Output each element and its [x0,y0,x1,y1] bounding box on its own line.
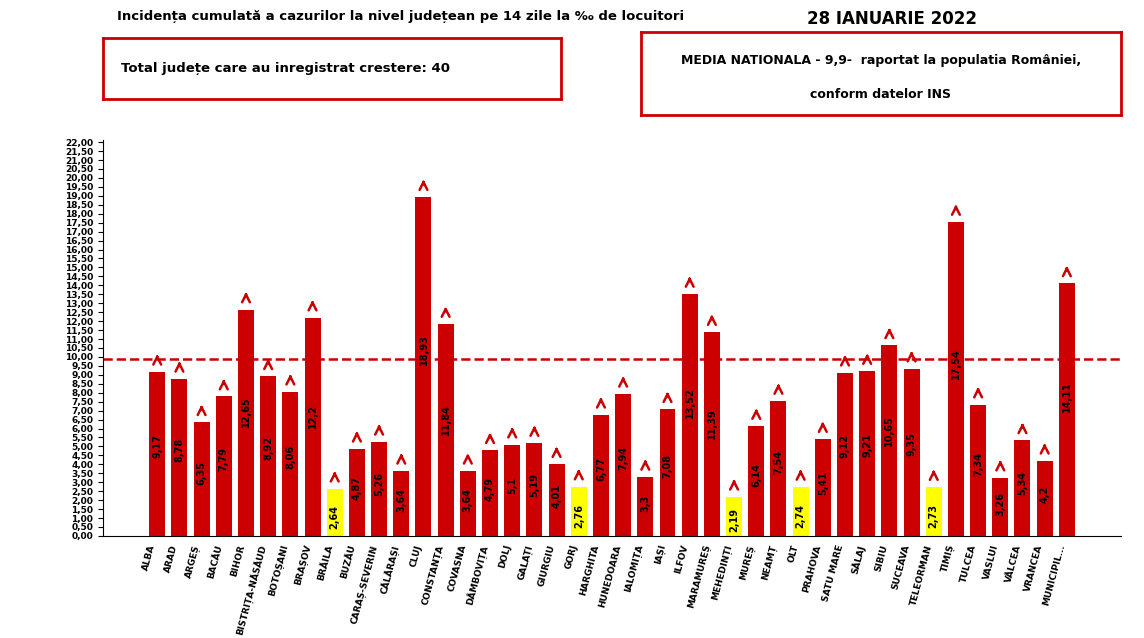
Text: 12,65: 12,65 [241,396,251,427]
Text: conform datelor INS: conform datelor INS [810,87,952,101]
Text: 7,34: 7,34 [974,452,983,476]
Bar [571,487,587,536]
Bar [371,441,387,536]
Text: 3,3: 3,3 [641,495,650,512]
Bar [859,371,875,536]
Bar [948,222,964,536]
Text: 7,94: 7,94 [618,446,628,470]
Bar [726,497,742,536]
Bar [1036,461,1052,536]
Text: 2,19: 2,19 [729,508,739,532]
Bar [793,487,809,536]
Bar [482,450,498,536]
Bar [505,445,521,536]
Text: 5,41: 5,41 [818,471,828,494]
Text: 9,35: 9,35 [906,432,916,456]
Bar [216,396,232,536]
Bar [837,373,853,536]
Bar [660,409,675,536]
Bar [904,369,920,536]
Text: 3,64: 3,64 [463,488,472,512]
Text: 2,73: 2,73 [929,505,939,528]
Bar [304,318,320,536]
Text: 18,93: 18,93 [419,334,429,365]
Text: 14,11: 14,11 [1062,382,1072,412]
Text: MEDIA NATIONALA - 9,9-  raportat la populatia României,: MEDIA NATIONALA - 9,9- raportat la popul… [681,54,1081,68]
Bar [593,415,609,536]
Bar [415,197,431,536]
Bar [992,478,1008,536]
Text: 9,12: 9,12 [840,434,850,458]
Text: 2,64: 2,64 [329,505,340,529]
Text: Incidența cumulată a cazurilor la nivel județean pe 14 zile la ‰ de locuitori: Incidența cumulată a cazurilor la nivel … [117,10,684,22]
Text: 4,79: 4,79 [485,477,495,501]
Text: 4,87: 4,87 [352,476,362,500]
Text: 5,26: 5,26 [374,472,384,496]
Text: 10,65: 10,65 [884,416,895,447]
Bar [925,487,942,536]
Bar [193,422,209,536]
Text: 3,64: 3,64 [396,488,406,512]
Bar [260,376,276,536]
Bar [881,345,897,536]
Text: 8,92: 8,92 [263,436,273,460]
Text: 6,77: 6,77 [596,457,606,481]
Text: 13,52: 13,52 [685,387,694,418]
Bar [549,464,564,536]
Bar [460,471,476,536]
Bar [1059,283,1075,536]
Bar [283,392,299,536]
Text: 12,2: 12,2 [308,404,318,428]
Bar [748,426,764,536]
Bar [349,449,365,536]
Text: 2,74: 2,74 [795,504,805,528]
Text: 17,54: 17,54 [951,348,961,378]
Text: 11,84: 11,84 [440,404,451,435]
Text: 6,14: 6,14 [752,463,761,487]
Bar [172,379,188,536]
Text: 11,39: 11,39 [707,408,717,439]
Bar [615,394,631,536]
Text: 5,1: 5,1 [507,477,517,494]
Text: 9,17: 9,17 [152,434,162,457]
Bar [149,372,165,536]
Text: 9,21: 9,21 [863,433,872,457]
Text: 7,54: 7,54 [773,450,784,473]
Bar [815,439,831,536]
Text: 8,78: 8,78 [174,438,184,462]
Text: Total județe care au inregistrat crestere: 40: Total județe care au inregistrat crester… [121,62,451,75]
Text: 3,26: 3,26 [995,492,1006,516]
Bar [238,309,254,536]
Bar [704,332,720,536]
Bar [327,489,343,536]
Bar [438,324,454,536]
Text: 4,2: 4,2 [1040,486,1050,503]
Bar [970,404,986,536]
Text: 2,76: 2,76 [574,504,583,528]
Text: 5,19: 5,19 [530,473,539,497]
Text: 7,79: 7,79 [219,447,229,471]
Text: 5,34: 5,34 [1017,471,1027,495]
Text: 8,06: 8,06 [285,445,295,469]
Text: 6,35: 6,35 [197,461,207,486]
Bar [526,443,542,536]
Bar [394,471,410,536]
Text: 4,01: 4,01 [551,484,562,508]
Bar [770,401,786,536]
Bar [637,477,653,536]
Text: 7,08: 7,08 [662,454,673,478]
Bar [682,294,698,536]
Bar [1015,440,1031,536]
Text: 28 IANUARIE 2022: 28 IANUARIE 2022 [808,10,977,27]
